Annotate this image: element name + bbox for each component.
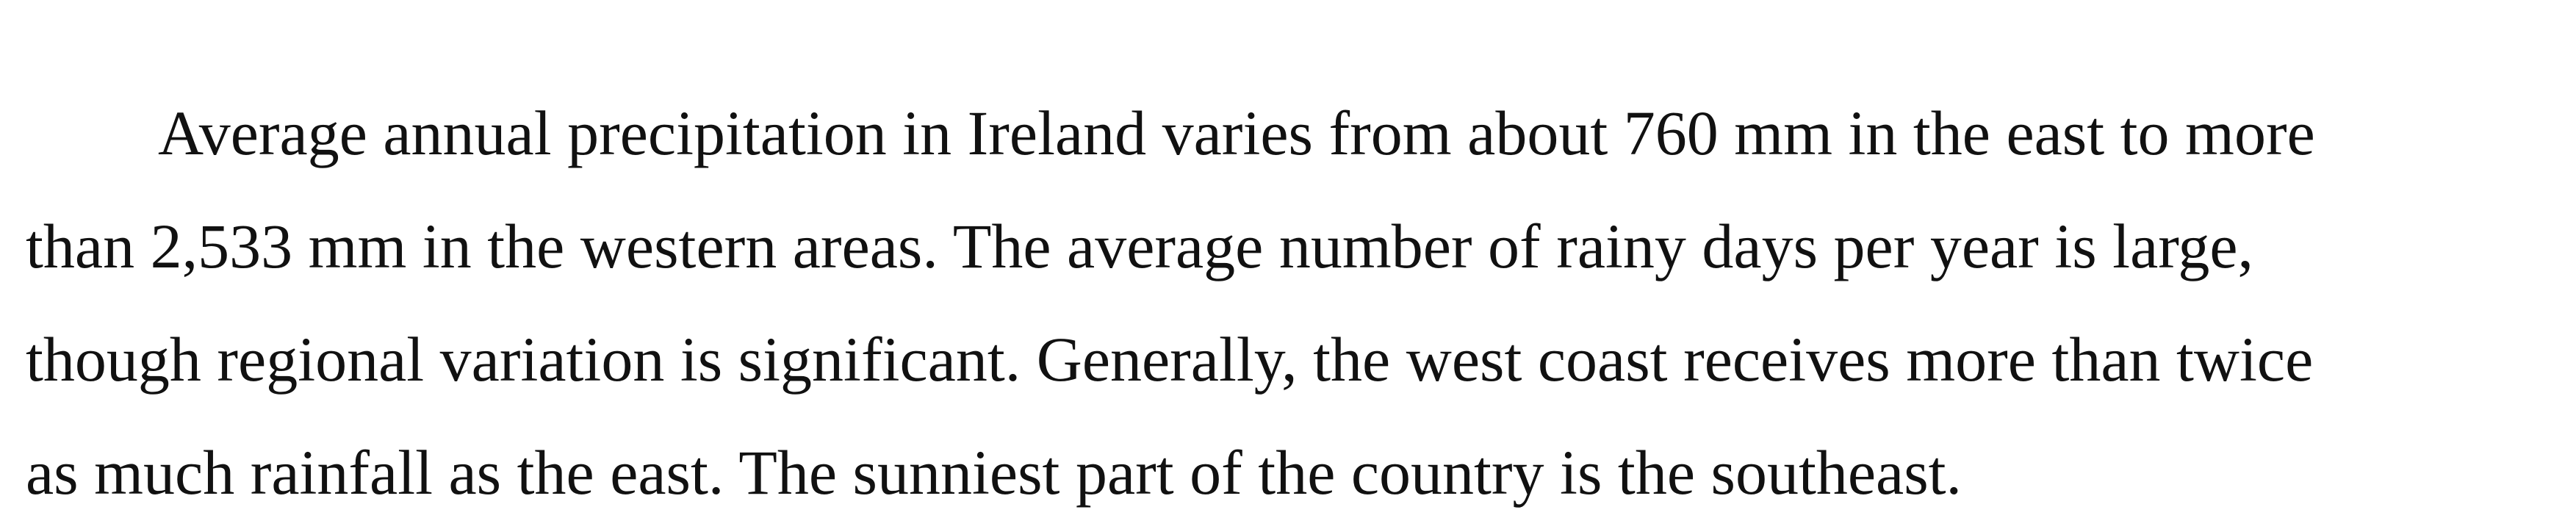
body-paragraph: Average annual precipitation in Ireland … bbox=[26, 76, 2553, 529]
paragraph-line-1: Average annual precipitation in Ireland … bbox=[158, 98, 2315, 168]
document-page: Average annual precipitation in Ireland … bbox=[26, 98, 2315, 508]
paragraph-line-3: though regional variation is significant… bbox=[26, 324, 2314, 395]
paragraph-line-4: as much rainfall as the east. The sunnie… bbox=[26, 437, 1962, 508]
paragraph-line-2: than 2,533 mm in the western areas. The … bbox=[26, 211, 2254, 281]
